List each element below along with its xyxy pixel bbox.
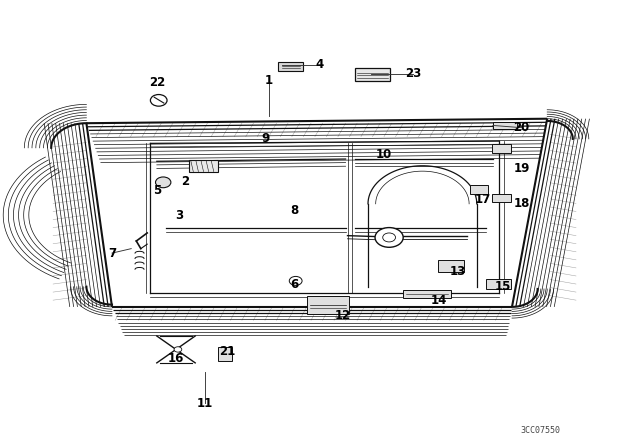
Text: 12: 12 xyxy=(334,309,351,323)
Text: 22: 22 xyxy=(148,76,165,90)
Text: 6: 6 xyxy=(291,278,298,291)
Bar xyxy=(403,290,451,298)
Bar xyxy=(278,62,303,71)
Text: 11: 11 xyxy=(196,396,213,410)
Text: 3CC07550: 3CC07550 xyxy=(521,426,561,435)
Bar xyxy=(438,260,464,272)
Text: 8: 8 xyxy=(291,204,298,217)
Text: 2: 2 xyxy=(182,175,189,188)
Bar xyxy=(492,194,511,202)
Circle shape xyxy=(289,276,302,285)
Text: 1: 1 xyxy=(265,74,273,87)
Bar xyxy=(486,279,511,289)
Bar xyxy=(189,160,218,172)
Bar xyxy=(218,347,232,361)
Text: 18: 18 xyxy=(513,197,530,211)
Text: 20: 20 xyxy=(513,121,530,134)
Bar xyxy=(307,296,349,314)
Text: 21: 21 xyxy=(219,345,236,358)
Text: 10: 10 xyxy=(376,148,392,161)
Circle shape xyxy=(150,95,167,106)
Text: 16: 16 xyxy=(168,352,184,365)
Text: 9: 9 xyxy=(262,132,269,146)
Circle shape xyxy=(156,177,171,188)
Text: 3: 3 xyxy=(175,208,183,222)
Bar xyxy=(492,144,511,153)
Bar xyxy=(493,122,517,129)
Text: 4: 4 xyxy=(316,58,324,72)
Text: 13: 13 xyxy=(449,264,466,278)
Text: 23: 23 xyxy=(404,67,421,81)
Circle shape xyxy=(375,228,403,247)
Bar xyxy=(470,185,488,194)
Circle shape xyxy=(174,347,182,352)
Text: 7: 7 xyxy=(108,246,116,260)
Text: 17: 17 xyxy=(475,193,492,206)
Text: 15: 15 xyxy=(494,280,511,293)
Text: 5: 5 xyxy=(153,184,161,197)
Bar xyxy=(355,68,390,81)
Text: 14: 14 xyxy=(430,293,447,307)
Text: 19: 19 xyxy=(513,161,530,175)
